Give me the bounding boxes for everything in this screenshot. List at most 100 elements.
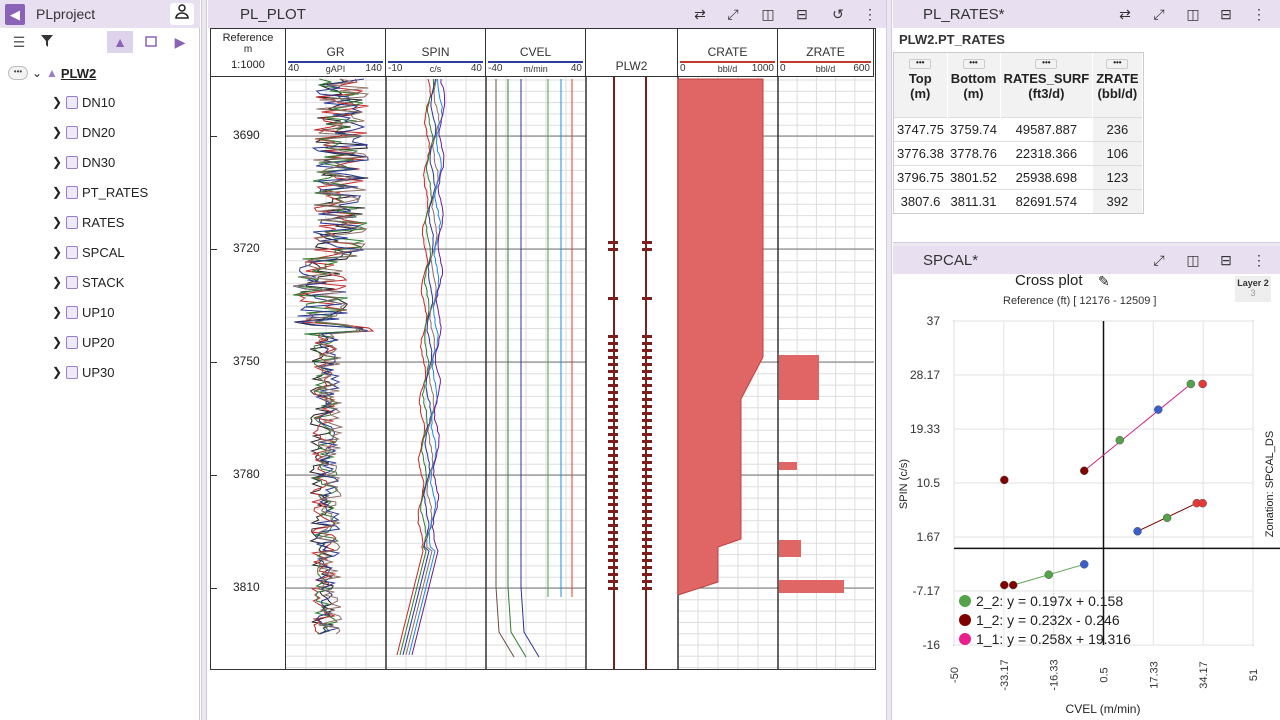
rates-table[interactable]: ••• Top (m) ••• Bottom (m) ••• RATES_SURF …	[894, 53, 1143, 213]
table-cell[interactable]: 22318.366	[1000, 140, 1093, 165]
chevron-right-icon[interactable]: ❯	[52, 215, 63, 229]
vertical-split-icon[interactable]: ◫	[1186, 252, 1200, 268]
tree-item-rates[interactable]: ❯ RATES	[52, 212, 124, 232]
tree-item-up20[interactable]: ❯ UP20	[52, 332, 115, 352]
menu-icon[interactable]: ☰	[12, 34, 26, 50]
table-row[interactable]: 3776.38 3778.76 22318.366 106	[894, 140, 1143, 165]
tree-item-up10[interactable]: ❯ UP10	[52, 302, 115, 322]
tree-item-dn10[interactable]: ❯ DN10	[52, 92, 115, 112]
tree-item-stack[interactable]: ❯ STACK	[52, 272, 124, 292]
splitter-horizontal[interactable]	[893, 242, 1280, 246]
y-tick-label: -7.17	[913, 584, 941, 598]
chevron-right-icon[interactable]: ❯	[52, 95, 63, 109]
dataset-filter-icon[interactable]	[138, 31, 164, 53]
tree-item-pt_rates[interactable]: ❯ PT_RATES	[52, 182, 148, 202]
tree-root-label[interactable]: PLW2	[60, 65, 97, 81]
track-max: 1000	[751, 63, 774, 74]
well-filter-icon[interactable]: ▲	[107, 31, 133, 53]
track-header-crate[interactable]: CRATE 0 bbl/d 1000	[678, 29, 778, 77]
column-header[interactable]: ••• ZRATE (bbl/d)	[1092, 53, 1143, 117]
maximize-icon[interactable]: ⤢	[1153, 252, 1165, 268]
rates-header: PL_RATES* ⇄ ⤢ ◫ ⊟ ⋮	[893, 0, 1280, 28]
table-cell[interactable]: 236	[1092, 116, 1143, 141]
track-header-cvel[interactable]: CVEL -40 m/min 40	[486, 29, 586, 77]
table-cell[interactable]: 123	[1092, 164, 1143, 189]
maximize-icon[interactable]: ⤢	[1153, 6, 1165, 22]
chevron-right-icon[interactable]: ❯	[52, 305, 63, 319]
table-cell[interactable]: 3796.75	[894, 164, 947, 189]
table-cell[interactable]: 3811.31	[947, 188, 1000, 213]
chevron-right-icon[interactable]: ❯	[52, 185, 63, 199]
y-tick-label: -16	[923, 638, 941, 652]
chevron-down-icon[interactable]: ⌄	[32, 66, 43, 80]
table-cell[interactable]: 392	[1092, 188, 1143, 213]
panel-menu-icon[interactable]: ⋮	[863, 6, 877, 22]
swap-icon[interactable]: ⇄	[1119, 6, 1131, 22]
table-cell[interactable]: 25938.698	[1000, 164, 1093, 189]
chevron-right-icon[interactable]: ❯	[52, 155, 63, 169]
horizontal-split-icon[interactable]: ⊟	[1220, 252, 1232, 268]
track-header-plw2[interactable]: PLW2	[586, 29, 678, 77]
undo-icon[interactable]: ↺	[832, 6, 844, 22]
panel-menu-icon[interactable]: ⋮	[1252, 6, 1266, 22]
splitter-right[interactable]	[886, 0, 892, 720]
layer-badge[interactable]: Layer 2 3	[1235, 276, 1271, 302]
panel-menu-icon[interactable]: ⋮	[1252, 252, 1266, 268]
table-cell[interactable]: 49587.887	[1000, 116, 1093, 141]
vertical-split-icon[interactable]: ◫	[1186, 6, 1200, 22]
table-row[interactable]: 3747.75 3759.74 49587.887 236	[894, 116, 1143, 141]
user-icon[interactable]	[170, 3, 194, 25]
table-cell[interactable]: 3807.6	[894, 188, 947, 213]
track-header-gr[interactable]: GR 40 gAPI 140	[286, 29, 386, 77]
chevron-right-icon[interactable]: ❯	[52, 245, 63, 259]
tree-root-row[interactable]: ••• ⌄ ▲ PLW2	[8, 63, 96, 83]
edit-pencil-icon[interactable]: ✎	[1098, 273, 1110, 289]
tree-item-label: SPCAL	[82, 244, 125, 260]
column-header[interactable]: ••• RATES_SURF (ft3/d)	[1000, 53, 1094, 117]
track-header-spin[interactable]: SPIN -10 c/s 40	[386, 29, 486, 77]
project-title: PLproject	[36, 6, 96, 22]
back-button[interactable]: ◀	[5, 4, 25, 25]
vertical-split-icon[interactable]: ◫	[761, 6, 775, 22]
perforation-mark	[642, 370, 652, 373]
tree-item-dn30[interactable]: ❯ DN30	[52, 152, 115, 172]
table-cell[interactable]: 3759.74	[947, 116, 1000, 141]
chevron-right-icon[interactable]: ❯	[52, 365, 63, 379]
log-plot[interactable]: Reference m 1:1000 3690 3720 3750 3780 3810 …	[210, 28, 876, 670]
expand-arrow-icon[interactable]: ▶	[174, 34, 186, 50]
maximize-icon[interactable]: ⤢	[727, 6, 739, 22]
perforation-mark	[608, 405, 618, 408]
column-header[interactable]: ••• Bottom (m)	[947, 53, 1001, 117]
table-row[interactable]: 3807.6 3811.31 82691.574 392	[894, 188, 1143, 213]
tree-item-dn20[interactable]: ❯ DN20	[52, 122, 115, 142]
track-header-zrate[interactable]: ZRATE 0 bbl/d 600	[778, 29, 874, 77]
table-cell[interactable]: 106	[1092, 140, 1143, 165]
table-cell[interactable]: 3801.52	[947, 164, 1000, 189]
tree-item-spcal[interactable]: ❯ SPCAL	[52, 242, 125, 262]
table-cell[interactable]: 82691.574	[1000, 188, 1093, 213]
horizontal-split-icon[interactable]: ⊟	[1220, 6, 1232, 22]
swap-icon[interactable]: ⇄	[694, 6, 706, 22]
perforation-mark	[608, 510, 618, 513]
cross-plot[interactable]: -50 -33.17 -16.33 0.5 17.33 34.17 51 37 28.17 19.…	[893, 314, 1280, 720]
tree-item-up30[interactable]: ❯ UP30	[52, 362, 115, 382]
column-menu-icon[interactable]: •••	[1035, 59, 1058, 69]
more-options-icon[interactable]: •••	[8, 66, 28, 80]
chevron-right-icon[interactable]: ❯	[52, 335, 63, 349]
column-menu-icon[interactable]: •••	[962, 59, 985, 69]
column-menu-icon[interactable]: •••	[1106, 59, 1129, 69]
chevron-right-icon[interactable]: ❯	[52, 125, 63, 139]
horizontal-split-icon[interactable]: ⊟	[796, 6, 808, 22]
column-header[interactable]: ••• Top (m)	[894, 53, 948, 117]
table-cell[interactable]: 3776.38	[894, 140, 947, 165]
column-menu-icon[interactable]: •••	[909, 59, 932, 69]
table-cell[interactable]: 3778.76	[947, 140, 1000, 165]
table-row[interactable]: 3796.75 3801.52 25938.698 123	[894, 164, 1143, 189]
data-point	[1186, 379, 1196, 389]
data-point	[1133, 527, 1142, 536]
chevron-right-icon[interactable]: ❯	[52, 275, 63, 289]
cvel-curve	[520, 79, 540, 658]
table-cell[interactable]: 3747.75	[894, 116, 947, 141]
filter-icon[interactable]	[34, 31, 60, 53]
splitter-left[interactable]	[201, 0, 207, 720]
